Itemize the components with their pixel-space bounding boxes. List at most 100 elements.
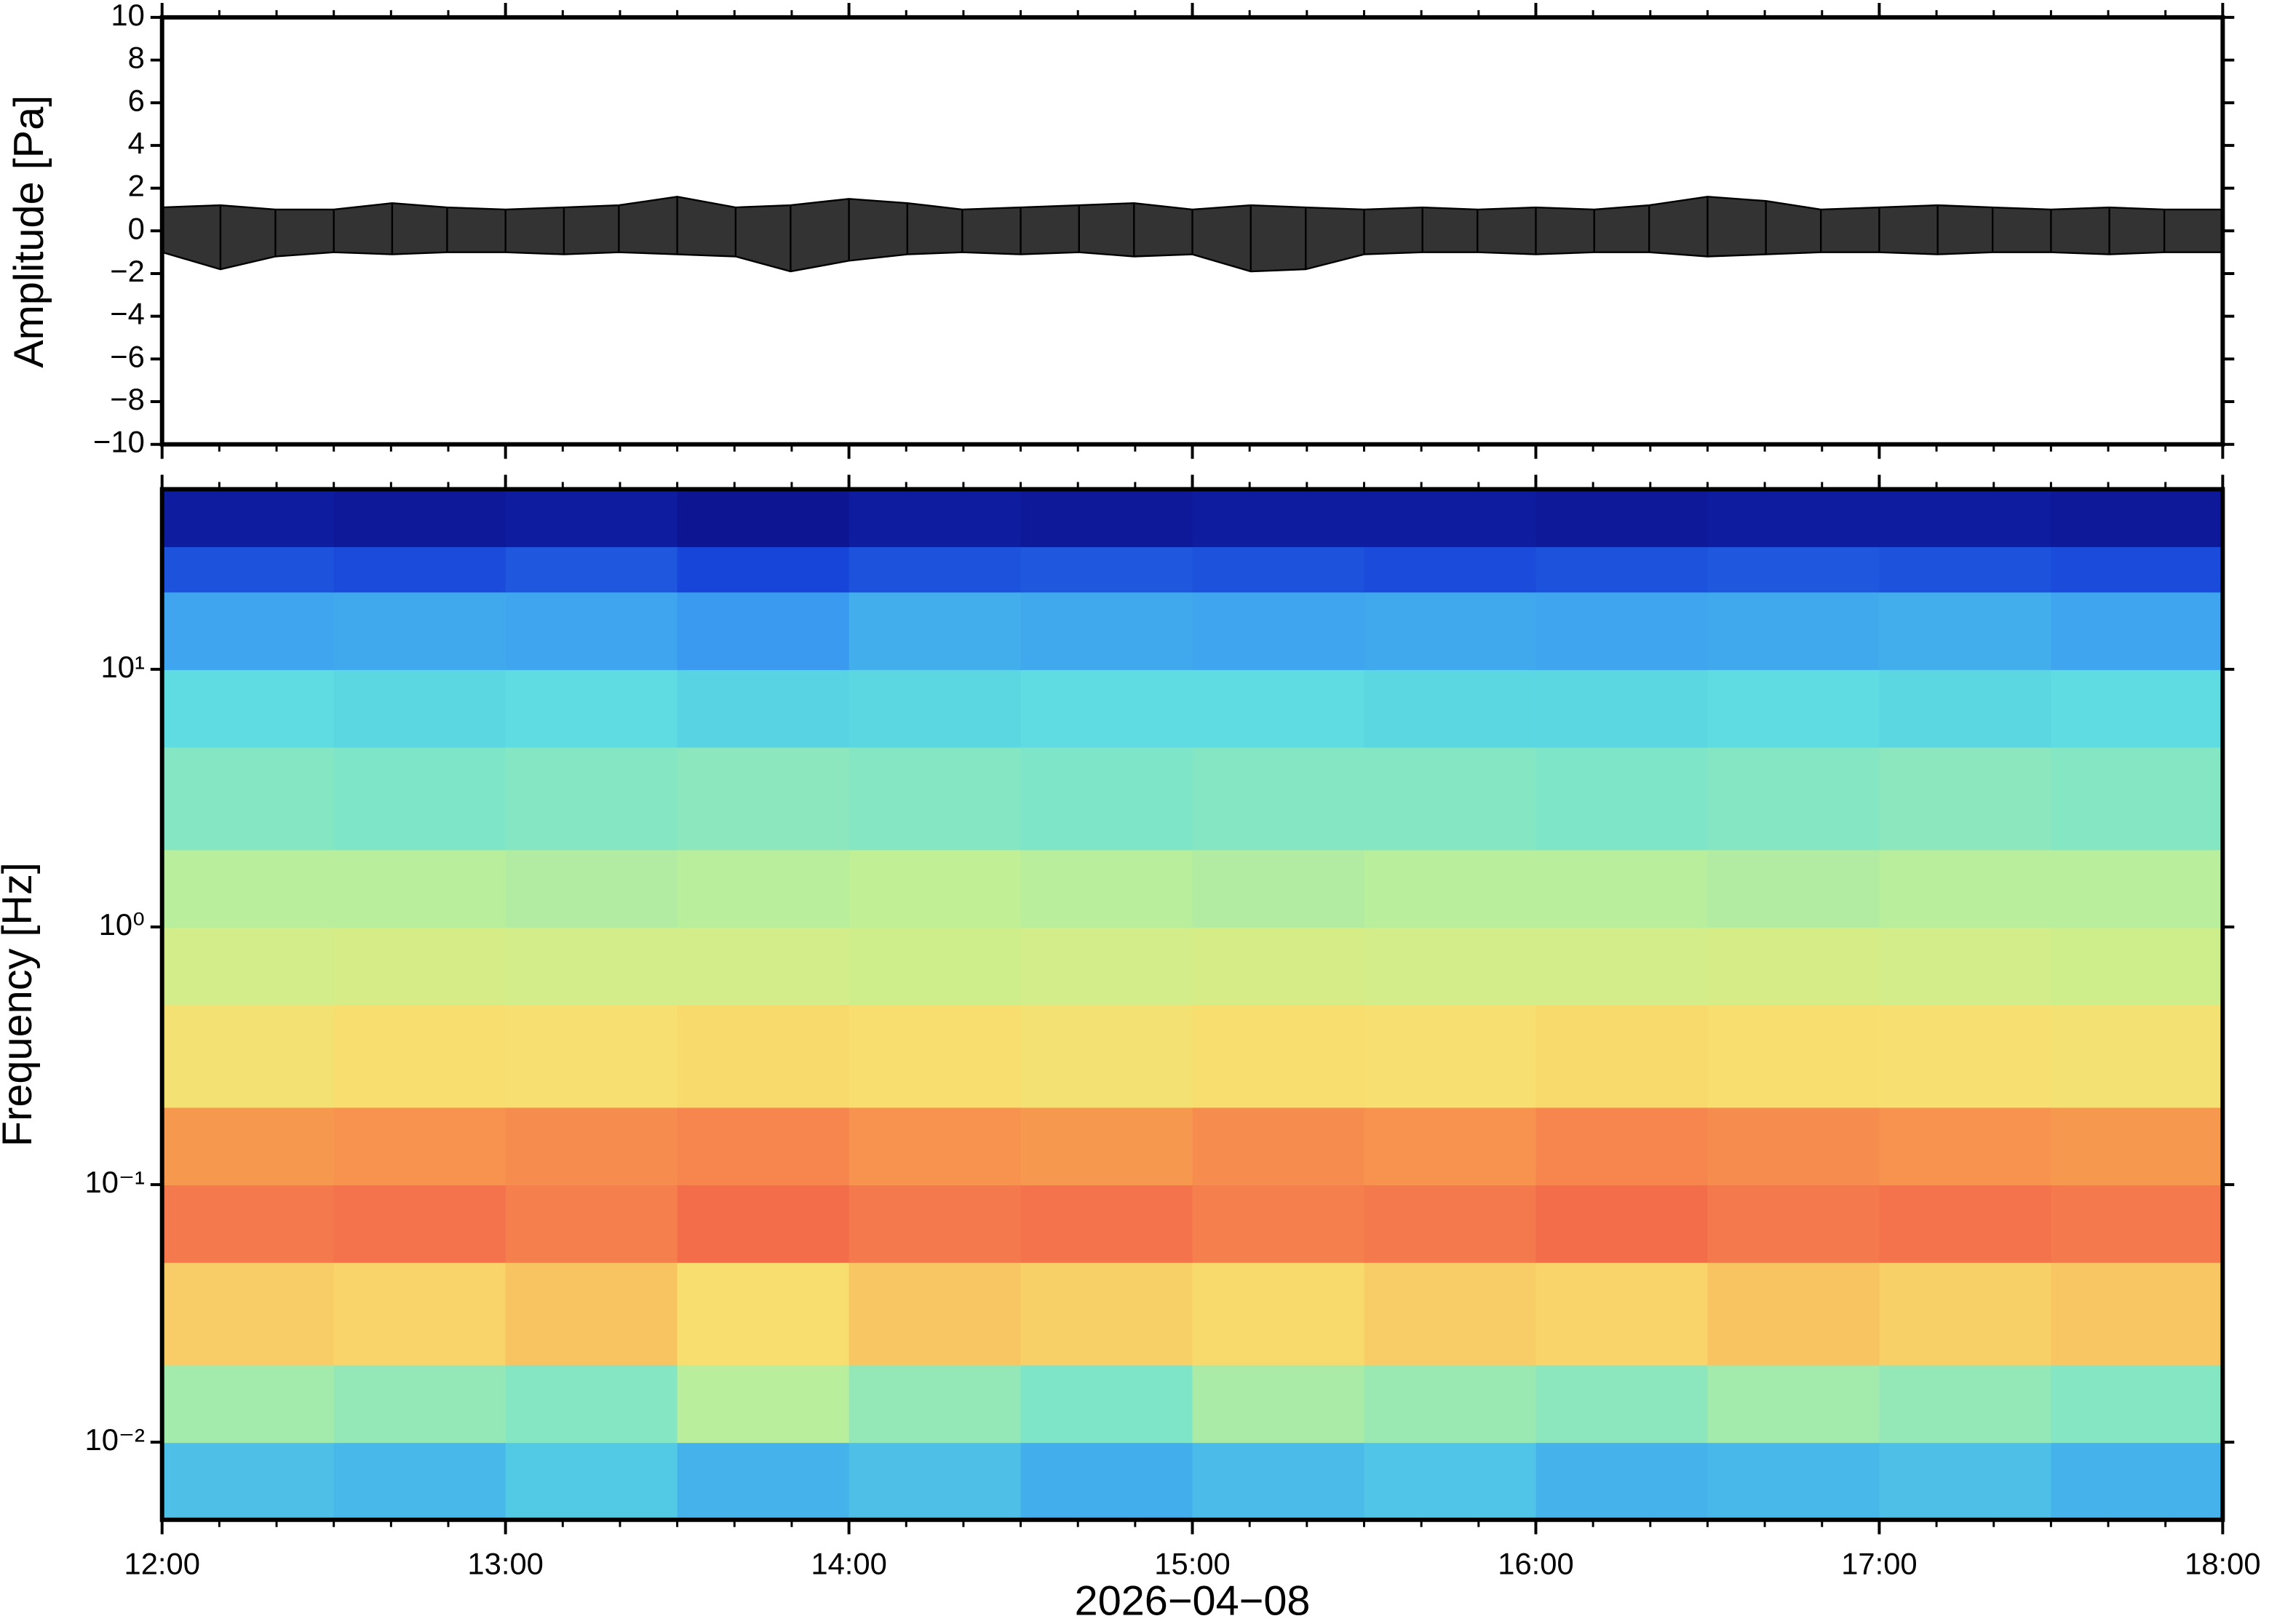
spectrogram-cell — [1192, 592, 1365, 670]
y-tick-label: 0 — [128, 211, 145, 245]
spectrogram-cell — [505, 546, 678, 593]
y-tick-label: −4 — [110, 297, 145, 331]
spectrogram-cell — [333, 1442, 506, 1521]
spectrogram-cell — [677, 1185, 850, 1263]
spectrogram-cell — [1192, 1262, 1365, 1366]
spectrogram-cell — [1364, 1107, 1537, 1186]
spectrogram-cell — [849, 926, 1022, 1006]
spectrogram-cell — [333, 592, 506, 670]
y-tick-label: 10 — [111, 0, 144, 32]
spectrogram-cell — [1879, 747, 2052, 851]
spectrogram-cell — [1879, 592, 2052, 670]
spectrogram-cell — [1707, 747, 1880, 851]
spectrogram-cell — [333, 1107, 506, 1186]
spectrogram-cell — [1879, 1107, 2052, 1186]
spectrogram-cell — [333, 926, 506, 1006]
spectrogram-cell — [1364, 1185, 1537, 1263]
spectrogram-cell — [2051, 669, 2224, 748]
spectrogram-cell — [1707, 489, 1880, 547]
spectrogram-cell — [1879, 1442, 2052, 1521]
spectrogram-cell — [677, 1262, 850, 1366]
spectrogram-cell — [333, 1185, 506, 1263]
spectrogram-cell — [1879, 546, 2052, 593]
spectrogram-cell — [2051, 592, 2224, 670]
amplitude-axis-label: Amplitude [Pa] — [6, 95, 52, 368]
spectrogram-cell — [2051, 926, 2224, 1006]
spectrogram-cell — [677, 489, 850, 547]
spectrogram-cell — [1364, 669, 1537, 748]
spectrogram-cell — [849, 1442, 1022, 1521]
spectrogram-cell — [2051, 1442, 2224, 1521]
y-tick-label: −6 — [110, 339, 145, 373]
spectrogram-cell — [1020, 1262, 1193, 1366]
spectrogram-cell — [1020, 849, 1193, 928]
spectrogram-cell — [505, 1262, 678, 1366]
x-tick-label: 15:00 — [1154, 1546, 1230, 1580]
spectrogram-cell — [1364, 592, 1537, 670]
spectrogram-cell — [333, 849, 506, 928]
spectrogram-cell — [1020, 1107, 1193, 1186]
y-tick-label: −2 — [110, 254, 145, 288]
y-tick-label: 10⁰ — [99, 907, 145, 942]
spectrogram-cell — [1707, 1442, 1880, 1521]
spectrogram-cell — [1879, 669, 2052, 748]
spectrogram-cell — [1879, 1004, 2052, 1108]
spectrogram-cell — [1020, 1442, 1193, 1521]
spectrogram-cell — [1020, 489, 1193, 547]
spectrogram-cell — [2051, 1364, 2224, 1444]
spectrogram-cell — [1707, 1185, 1880, 1263]
spectrogram-cell — [849, 747, 1022, 851]
spectrogram-cell — [333, 1262, 506, 1366]
spectrogram-cell — [505, 1364, 678, 1444]
spectrogram-cell — [1192, 747, 1365, 851]
spectrogram-cell — [849, 1364, 1022, 1444]
spectrogram-cell — [677, 926, 850, 1006]
spectrogram-cell — [2051, 1107, 2224, 1186]
spectrogram-cell — [1364, 849, 1537, 928]
spectrogram-cell — [162, 849, 335, 928]
spectrogram-cell — [162, 926, 335, 1006]
spectrogram-cell — [1879, 926, 2052, 1006]
plot-frame — [159, 487, 2225, 1522]
y-tick-label: 4 — [128, 126, 145, 160]
spectrogram-cell — [1192, 849, 1365, 928]
spectrogram-cell — [1879, 489, 2052, 547]
spectrogram-cell — [162, 669, 335, 748]
spectrogram-cell — [1192, 489, 1365, 547]
x-tick-label: 13:00 — [467, 1546, 543, 1580]
spectrogram-cell — [1192, 1107, 1365, 1186]
x-tick-label: 17:00 — [1841, 1546, 1917, 1580]
spectrogram-cell — [677, 1442, 850, 1521]
spectrogram-cell — [1879, 1262, 2052, 1366]
spectrogram-cell — [1364, 1364, 1537, 1444]
x-tick-label: 16:00 — [1498, 1546, 1573, 1580]
spectrogram-cell — [849, 849, 1022, 928]
spectrogram-cell — [1192, 1004, 1365, 1108]
spectrogram-cell — [505, 849, 678, 928]
spectrogram-cell — [1879, 1185, 2052, 1263]
spectrogram-cell — [1192, 546, 1365, 593]
spectrogram-cell — [162, 1185, 335, 1263]
y-tick-label: 10⁻¹ — [84, 1165, 144, 1199]
spectrogram-cell — [505, 1004, 678, 1108]
spectrogram-cell — [1020, 592, 1193, 670]
spectrogram-cell — [1879, 1364, 2052, 1444]
amplitude-band — [162, 196, 2223, 272]
spectrogram-cell — [505, 1107, 678, 1186]
spectrogram-cell — [162, 1107, 335, 1186]
spectrogram-cell — [505, 747, 678, 851]
spectrogram-cell — [677, 747, 850, 851]
spectrogram-cell — [677, 669, 850, 748]
spectrogram-cell — [849, 669, 1022, 748]
spectrogram-cell — [1535, 747, 1709, 851]
spectrogram-cell — [677, 1107, 850, 1186]
spectrogram-cell — [2051, 849, 2224, 928]
spectrogram-cell — [2051, 1262, 2224, 1366]
spectrogram-cell — [505, 592, 678, 670]
spectrogram-cell — [1707, 592, 1880, 670]
spectrogram-cell — [1707, 546, 1880, 593]
spectrogram-cell — [1535, 546, 1709, 593]
plot-frame — [159, 15, 2225, 447]
spectrogram-cell — [1192, 669, 1365, 748]
spectrogram-cell — [677, 546, 850, 593]
